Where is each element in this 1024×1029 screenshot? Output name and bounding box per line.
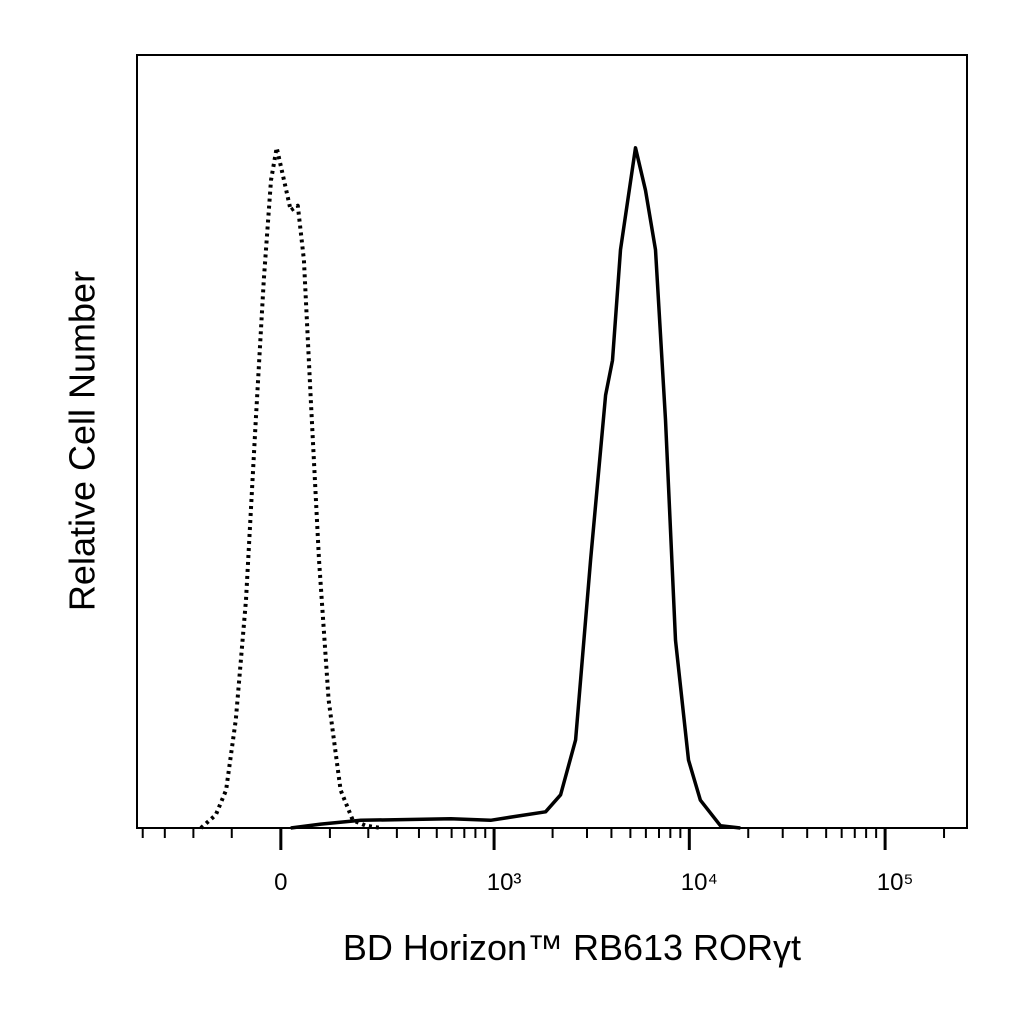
x-tick-label: 10³ bbox=[487, 869, 522, 896]
x-axis-label: BD Horizon™ RB613 RORγt bbox=[343, 927, 801, 968]
histogram-line bbox=[290, 146, 741, 830]
x-tick-label: 10⁵ bbox=[877, 869, 914, 896]
plot-frame bbox=[136, 54, 968, 829]
y-axis-label: Relative Cell Number bbox=[62, 271, 103, 611]
histogram-line bbox=[199, 145, 382, 830]
x-tick-label: 10⁴ bbox=[681, 869, 718, 896]
x-tick-label: 0 bbox=[274, 869, 287, 896]
